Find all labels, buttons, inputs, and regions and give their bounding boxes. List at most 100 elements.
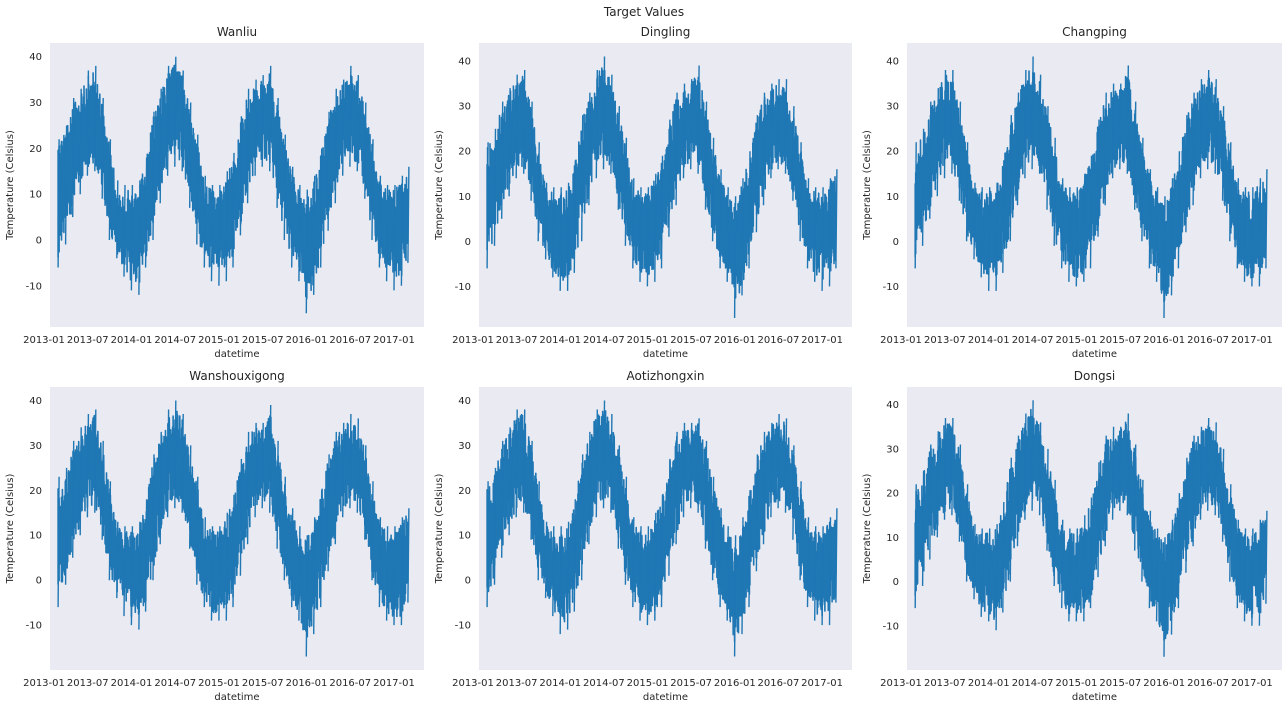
temperature-series-extreme [770, 422, 773, 518]
temperature-series-extreme [298, 526, 301, 621]
x-tick-label: 2016-07 [758, 335, 800, 346]
temperature-series-extreme [726, 526, 729, 621]
temperature-series-extreme [1024, 69, 1027, 179]
temperature-series-extreme [914, 484, 917, 609]
x-tick-label: 2015-07 [242, 678, 284, 689]
x-tick-label: 2014-01 [111, 678, 153, 689]
temperature-series-extreme [995, 524, 998, 631]
temperature-series-extreme [1097, 462, 1100, 578]
temperature-series-extreme [973, 524, 976, 600]
temperature-series-extreme [1068, 528, 1071, 622]
temperature-series-extreme [196, 476, 199, 585]
x-tick-label: 2014-07 [154, 678, 196, 689]
x-tick-label: 2016-07 [758, 678, 800, 689]
temperature-series-extreme [356, 75, 359, 172]
temperature-series-extreme [1083, 173, 1086, 282]
temperature-series-extreme [342, 79, 345, 176]
temperature-series-extreme [305, 189, 308, 314]
y-tick-label: -10 [883, 621, 899, 632]
temperature-series-extreme [980, 187, 983, 278]
x-tick-label: 2017-01 [801, 678, 843, 689]
y-axis-label: Temperature (Celsius) [434, 474, 445, 585]
temperature-series-extreme [1199, 79, 1203, 179]
temperature-series-extreme [1141, 479, 1144, 582]
temperature-series-extreme [1221, 106, 1225, 201]
temperature-series-extreme [515, 409, 518, 518]
temperature-series-extreme [371, 481, 374, 581]
temperature-series-extreme [965, 142, 969, 242]
temperature-series-extreme [943, 69, 947, 179]
temperature-series-extreme [711, 476, 715, 581]
temperature-series-extreme [921, 128, 925, 246]
temperature-series-extreme [57, 139, 60, 268]
temperature-series-extreme [393, 526, 396, 626]
temperature-series-extreme [682, 422, 686, 518]
temperature-series-extreme [320, 490, 323, 608]
temperature-series-extreme [378, 175, 382, 268]
temperature-series-extreme [130, 526, 134, 626]
subplot-title: Wanshouxigong [189, 369, 284, 383]
temperature-series-extreme [1177, 493, 1181, 609]
x-tick-label: 2014-01 [539, 335, 581, 346]
temperature-series-extreme [1104, 92, 1107, 206]
x-tick-label: 2016-01 [286, 335, 328, 346]
y-axis-label: Temperature (Celsius) [5, 130, 16, 241]
temperature-series-extreme [806, 517, 810, 608]
temperature-series-extreme [239, 458, 243, 576]
temperature-series-extreme [1024, 413, 1027, 520]
temperature-series-extreme [1243, 528, 1247, 622]
temperature-series-extreme [1258, 178, 1262, 287]
temperature-series-extreme [1236, 519, 1240, 609]
temperature-series-extreme [784, 79, 788, 174]
temperature-series-extreme [537, 142, 540, 242]
temperature-series-extreme [784, 418, 788, 513]
y-tick-label: 10 [458, 531, 471, 542]
x-axis-label: datetime [1072, 692, 1117, 703]
x-tick-label: 2017-01 [1231, 335, 1273, 346]
temperature-series-extreme [283, 476, 286, 581]
x-tick-label: 2016-07 [1187, 335, 1229, 346]
temperature-series-extreme [748, 490, 751, 608]
y-tick-label: -10 [883, 282, 899, 293]
temperature-series-extreme [958, 444, 962, 542]
temperature-series-extreme [921, 470, 925, 587]
temperature-series-extreme [166, 65, 170, 176]
temperature-series-extreme [342, 422, 345, 518]
temperature-series-extreme [364, 102, 367, 199]
temperature-series-extreme [1141, 137, 1144, 242]
temperature-series-extreme [711, 137, 715, 242]
temperature-series-extreme [64, 467, 68, 585]
temperature-series-extreme [283, 134, 286, 241]
temperature-series-extreme [1251, 528, 1254, 626]
x-tick-label: 2015-07 [1099, 335, 1141, 346]
temperature-series-extreme [595, 409, 598, 518]
y-tick-label: 40 [29, 52, 42, 63]
x-tick-label: 2013-07 [924, 678, 966, 689]
temperature-series-extreme [298, 184, 301, 282]
temperature-series-extreme [232, 494, 235, 608]
temperature-series-extreme [762, 431, 766, 545]
temperature-series-extreme [835, 508, 838, 603]
temperature-series-extreme [704, 101, 708, 210]
x-tick-label: 2015-07 [242, 335, 284, 346]
temperature-series-extreme [232, 152, 235, 268]
y-tick-label: 20 [458, 486, 471, 497]
temperature-series-extreme [943, 417, 947, 520]
temperature-series-extreme [632, 178, 635, 269]
temperature-series-extreme [799, 142, 802, 242]
temperature-series-extreme [144, 499, 148, 612]
y-tick-label: 40 [29, 396, 42, 407]
temperature-series-extreme [914, 142, 917, 269]
x-tick-label: 2014-01 [968, 678, 1010, 689]
x-tick-label: 2015-07 [1099, 678, 1141, 689]
temperature-series-extreme [269, 404, 272, 513]
temperature-series-extreme [995, 182, 998, 291]
temperature-series-extreme [980, 528, 983, 617]
temperature-series-extreme [239, 116, 243, 236]
y-tick-label: 10 [886, 192, 899, 203]
x-tick-label: 2017-01 [373, 678, 415, 689]
